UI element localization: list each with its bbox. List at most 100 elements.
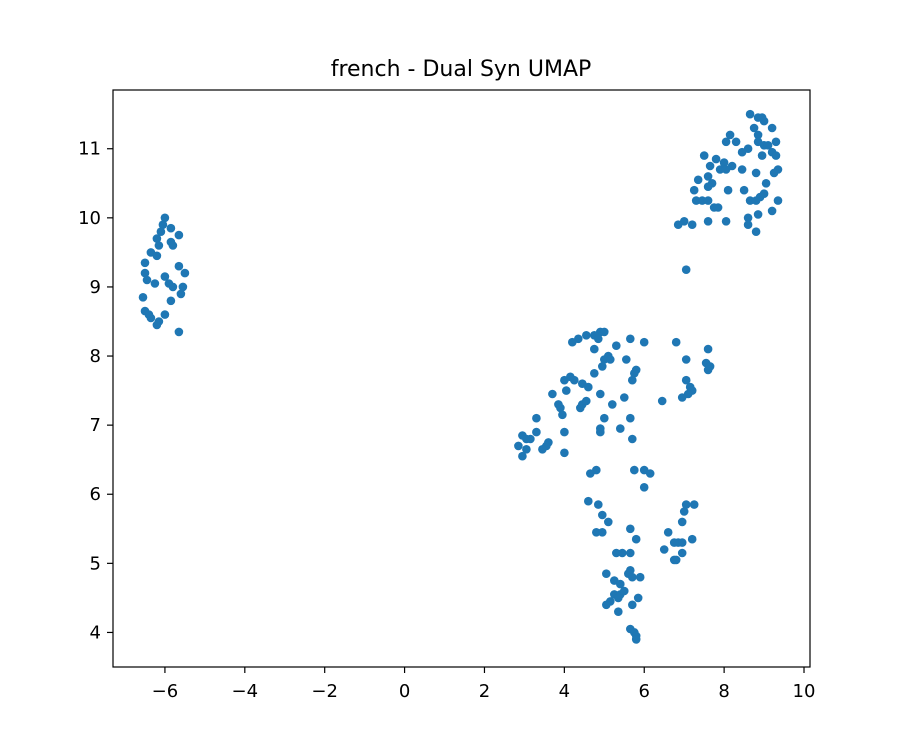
scatter-point [602,569,611,578]
x-tick-label: −6 [152,681,179,702]
scatter-point [558,410,567,420]
y-tick-label: 6 [90,484,101,505]
scatter-point [154,241,164,250]
scatter-point [699,151,709,160]
scatter-point [626,548,635,558]
scatter-point [745,196,755,205]
scatter-point [743,213,753,223]
scatter-point [600,327,609,337]
scatter-point [737,147,747,157]
scatter-point [150,279,160,288]
scatter-point [703,172,713,181]
scatter-point [174,261,184,271]
x-tick-label: 4 [559,681,570,702]
scatter-point [590,369,599,378]
scatter-point [606,355,615,364]
scatter-point [152,320,162,330]
scatter-point [677,538,687,547]
scatter-point [721,165,731,174]
scatter-point [739,185,749,195]
scatter-point [691,196,701,205]
scatter-point [616,424,625,433]
scatter-point [628,600,637,610]
scatter-point [751,168,761,178]
scatter-point [582,331,591,340]
scatter-point [180,268,190,278]
scatter-point [631,534,641,544]
scatter-point [522,445,531,454]
scatter-point [166,296,176,306]
scatter-point [657,396,667,406]
scatter-point [168,282,178,292]
scatter-point [769,168,779,178]
scatter-point [600,413,609,423]
scatter-point [596,389,605,399]
scatter-point [614,607,623,616]
scatter-point [737,165,747,174]
scatter-point [677,548,687,558]
x-tick-label: 8 [718,681,729,702]
scatter-point [576,403,585,413]
scatter-point [731,137,741,147]
scatter-point [711,154,721,164]
scatter-point [689,500,699,509]
scatter-point [548,389,557,399]
scatter-point [522,434,531,444]
scatter-point [677,517,687,527]
scatter-point [639,483,649,492]
scatter-point [743,220,753,229]
y-tick-label: 4 [90,622,101,643]
scatter-point [560,427,569,437]
scatter-point [158,220,168,229]
scatter-point [715,165,725,174]
scatter-point [518,451,527,461]
scatter-point [751,196,761,205]
scatter-point [693,175,703,185]
scatter-point [146,313,156,323]
scatter-point [679,507,689,516]
scatter-point [596,427,605,437]
scatter-point [584,496,593,506]
scatter-point [630,465,639,475]
scatter-point [751,227,761,236]
scatter-point [663,528,673,537]
scatter-point [753,130,763,140]
scatter-point [594,334,603,344]
y-axis-ticks: 4 5 6 7 8 9 10 11 [78,139,113,643]
scatter-point [174,230,184,240]
plot-area-frame [112,89,811,668]
scatter-point [671,337,681,347]
scatter-point [703,182,713,191]
scatter-point [160,272,170,281]
scatter-point [669,538,679,547]
scatter-point [705,161,715,171]
x-tick-label: 0 [399,681,410,702]
scatter-point [176,289,186,299]
scatter-point [598,528,607,537]
scatter-point [608,400,617,409]
scatter-point [614,593,623,603]
scatter-point [142,275,152,285]
scatter-point [152,234,162,243]
scatter-point [767,123,777,133]
scatter-point [671,555,681,565]
scatter-point [168,241,178,250]
x-tick-label: 2 [479,681,490,702]
scatter-point [598,510,607,520]
scatter-point [622,355,631,364]
scatter-point [628,434,637,444]
scatter-point [767,206,777,216]
scatter-point [633,593,643,603]
x-tick-label: 10 [793,681,816,702]
scatter-point [773,196,783,205]
scatter-point [616,579,625,589]
scatter-point [586,469,595,478]
scatter-point [673,220,683,229]
scatter-point [703,196,713,205]
y-tick-label: 8 [90,346,101,367]
scatter-point [594,500,603,509]
y-tick-label: 9 [90,277,101,298]
scatter-point [687,534,697,544]
scatter-point [602,600,611,610]
